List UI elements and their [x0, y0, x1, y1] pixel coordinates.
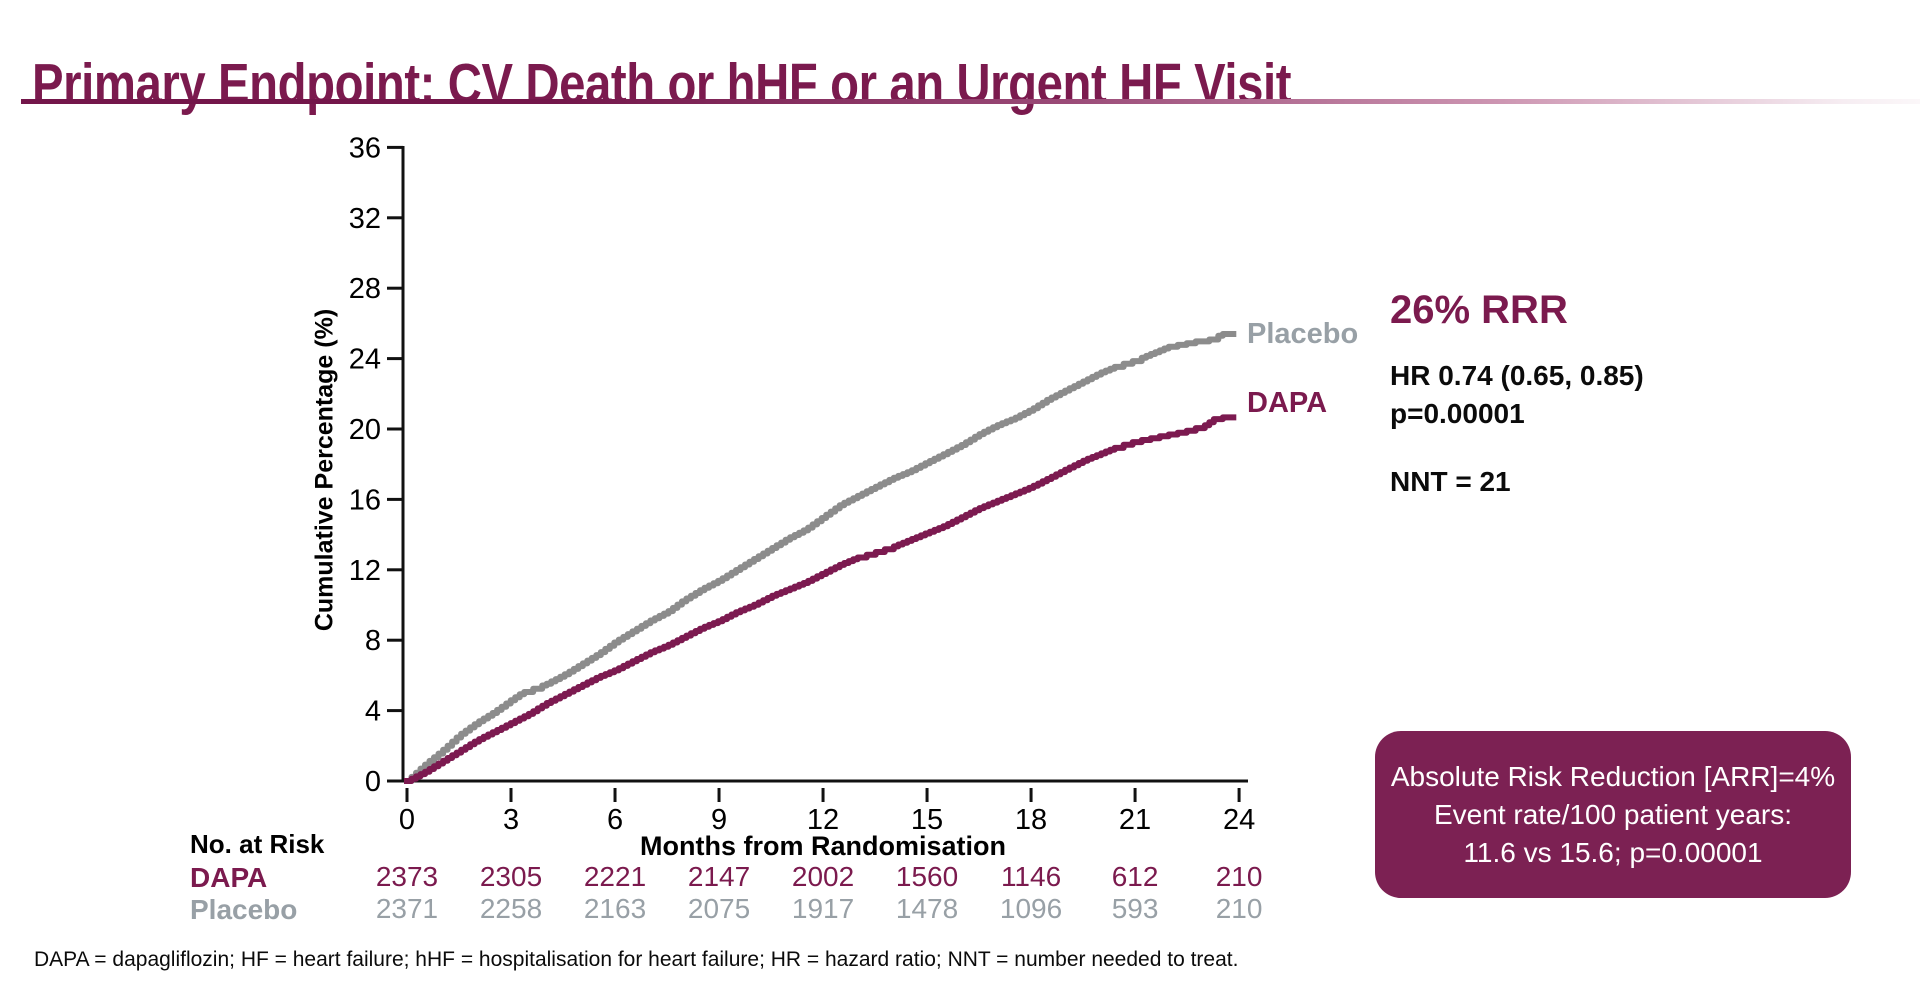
- dapa-curve: [404, 414, 1237, 784]
- placebo-curve-label: Placebo: [1247, 318, 1359, 350]
- x-tick-label: 6: [607, 804, 623, 836]
- y-tick-label: 12: [349, 555, 381, 587]
- risk-value-dapa: 2305: [480, 861, 542, 892]
- rrr-stat: 26% RRR: [1390, 288, 1568, 332]
- risk-value-dapa: 2002: [792, 861, 854, 892]
- risk-table-heading: No. at Risk: [190, 829, 325, 859]
- risk-value-dapa: 1146: [1001, 861, 1061, 892]
- risk-value-dapa: 2373: [376, 861, 438, 892]
- risk-row-label-dapa: DAPA: [190, 862, 268, 893]
- arr-line-1: Absolute Risk Reduction [ARR]=4%: [1390, 760, 1836, 792]
- y-tick-label: 20: [349, 414, 381, 446]
- page-title-text: Primary Endpoint: CV Death or hHF or an …: [32, 52, 1292, 117]
- hazard-ratio-stat: HR 0.74 (0.65, 0.85): [1390, 360, 1644, 391]
- arr-line-2: Event rate/100 patient years:: [1434, 798, 1792, 830]
- risk-value-dapa: 612: [1112, 861, 1159, 892]
- y-tick-label: 4: [365, 696, 381, 728]
- risk-value-placebo: 1917: [792, 893, 854, 924]
- dapa-curve-label: DAPA: [1247, 387, 1328, 419]
- arr-line-3: 11.6 vs 15.6; p=0.00001: [1463, 836, 1763, 868]
- x-tick-label: 12: [807, 804, 839, 836]
- risk-value-placebo: 593: [1112, 893, 1159, 924]
- abbreviations-footnote: DAPA = dapagliflozin; HF = heart failure…: [34, 948, 1239, 971]
- risk-value-dapa: 210: [1216, 861, 1263, 892]
- risk-value-placebo: 2075: [688, 893, 750, 924]
- title-divider-rule: [21, 99, 1920, 104]
- x-tick-label: 9: [711, 804, 727, 836]
- x-tick-label: 21: [1119, 804, 1151, 836]
- risk-value-placebo: 2258: [480, 893, 542, 924]
- risk-value-dapa: 2221: [584, 861, 646, 892]
- y-tick-label: 8: [365, 625, 381, 657]
- risk-value-placebo: 210: [1216, 893, 1263, 924]
- x-tick-label: 3: [503, 804, 519, 836]
- page-title: Primary Endpoint: CV Death or hHF or an …: [32, 50, 1732, 122]
- p-value-stat: p=0.00001: [1390, 398, 1525, 429]
- risk-value-placebo: 1478: [896, 893, 958, 924]
- risk-value-dapa: 1560: [896, 861, 958, 892]
- y-tick-label: 16: [349, 484, 381, 516]
- y-tick-label: 24: [349, 344, 381, 376]
- risk-value-placebo: 2371: [376, 893, 438, 924]
- x-tick-label: 24: [1223, 804, 1255, 836]
- y-axis-title: Cumulative Percentage (%): [310, 308, 339, 632]
- y-tick-label: 36: [349, 132, 381, 164]
- y-tick-label: 32: [349, 203, 381, 235]
- x-tick-label: 0: [399, 804, 415, 836]
- risk-row-label-placebo: Placebo: [190, 894, 298, 925]
- nnt-stat: NNT = 21: [1390, 466, 1511, 497]
- x-tick-label: 18: [1015, 804, 1047, 836]
- x-tick-label: 15: [911, 804, 943, 836]
- x-axis-title: Months from Randomisation: [640, 831, 1006, 861]
- risk-value-placebo: 1096: [1000, 893, 1062, 924]
- risk-value-placebo: 2163: [584, 893, 646, 924]
- y-tick-label: 28: [349, 273, 381, 305]
- y-tick-label: 0: [365, 766, 381, 798]
- arr-callout-box: Absolute Risk Reduction [ARR]=4% Event r…: [1375, 731, 1851, 898]
- risk-value-dapa: 2147: [688, 861, 750, 892]
- placebo-curve: [404, 331, 1237, 784]
